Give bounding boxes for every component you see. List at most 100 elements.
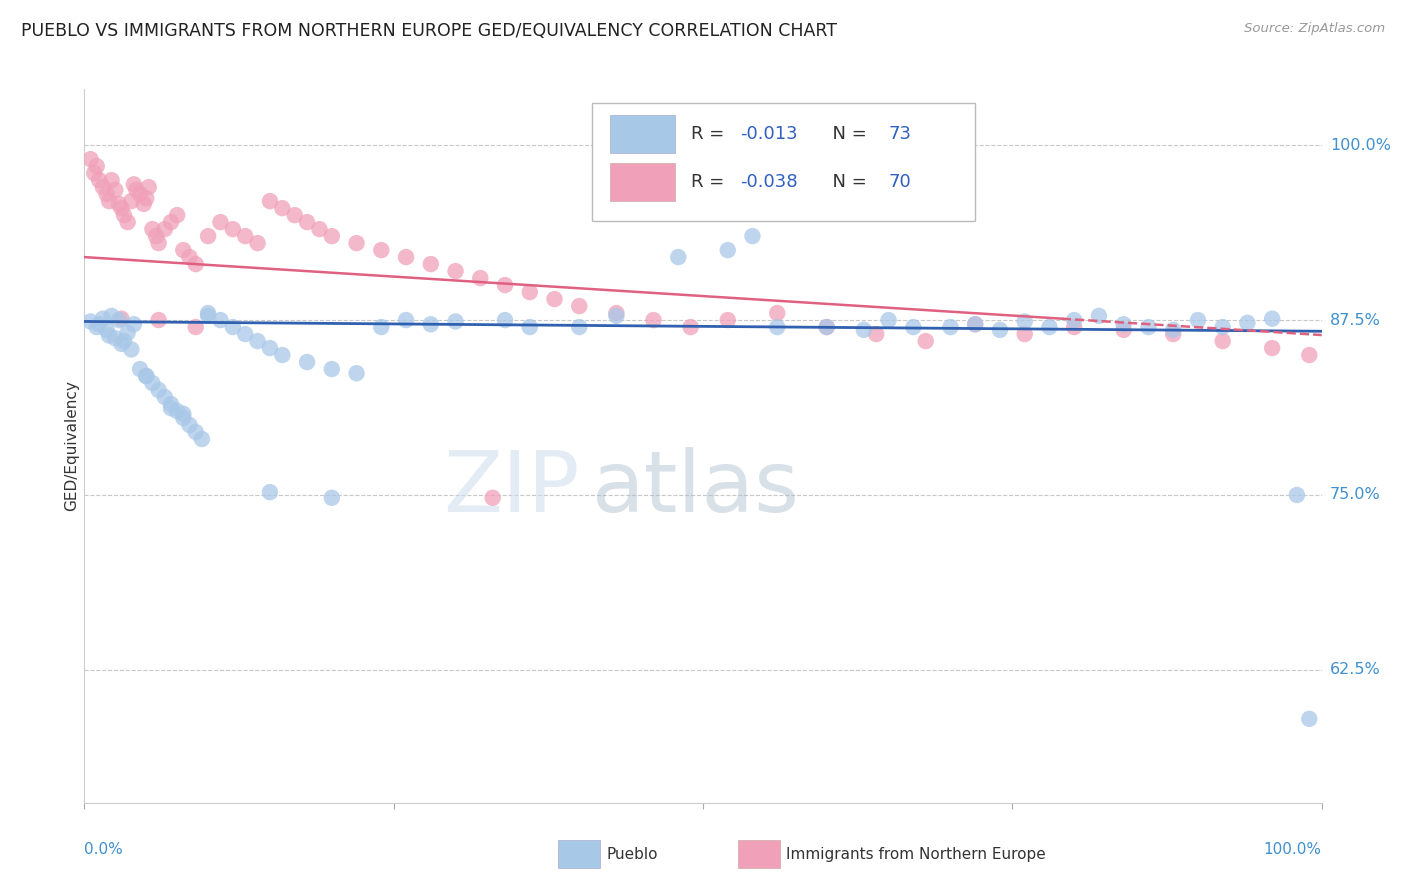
Point — [160, 215, 183, 229]
Point — [543, 292, 565, 306]
Point — [1161, 323, 1184, 337]
Point — [308, 222, 330, 236]
Point — [145, 229, 167, 244]
Point — [939, 320, 962, 334]
Text: Source: ZipAtlas.com: Source: ZipAtlas.com — [1244, 22, 1385, 36]
Point — [321, 491, 343, 505]
Text: 73: 73 — [889, 125, 911, 143]
Point — [246, 334, 269, 348]
Point — [259, 194, 281, 208]
Point — [79, 314, 101, 328]
Point — [138, 180, 160, 194]
Point — [148, 383, 170, 397]
Text: atlas: atlas — [592, 447, 800, 531]
Point — [1112, 318, 1135, 332]
Point — [246, 236, 269, 251]
Point — [1014, 327, 1036, 342]
Point — [135, 191, 157, 205]
Point — [444, 264, 467, 278]
Point — [197, 306, 219, 320]
FancyBboxPatch shape — [558, 840, 600, 869]
Text: -0.038: -0.038 — [740, 173, 797, 191]
Point — [815, 320, 838, 334]
Point — [1298, 712, 1320, 726]
Text: N =: N = — [821, 173, 872, 191]
Point — [89, 318, 111, 332]
Point — [91, 180, 114, 194]
Point — [184, 320, 207, 334]
Point — [120, 343, 142, 357]
Point — [988, 323, 1011, 337]
Text: PUEBLO VS IMMIGRANTS FROM NORTHERN EUROPE GED/EQUIVALENCY CORRELATION CHART: PUEBLO VS IMMIGRANTS FROM NORTHERN EUROP… — [21, 22, 837, 40]
Point — [815, 320, 838, 334]
FancyBboxPatch shape — [610, 162, 675, 202]
Point — [643, 313, 665, 327]
Text: R =: R = — [690, 173, 730, 191]
Point — [117, 215, 139, 229]
Point — [148, 236, 170, 251]
Point — [666, 250, 689, 264]
Point — [197, 309, 219, 323]
Point — [568, 299, 591, 313]
Text: 100.0%: 100.0% — [1264, 842, 1322, 856]
Point — [110, 201, 132, 215]
Point — [96, 323, 118, 337]
Point — [129, 362, 152, 376]
Point — [100, 309, 122, 323]
Point — [1298, 348, 1320, 362]
Point — [914, 334, 936, 348]
Point — [1261, 341, 1284, 355]
Point — [148, 313, 170, 327]
Point — [679, 320, 702, 334]
Point — [98, 194, 121, 208]
Text: R =: R = — [690, 125, 730, 143]
Point — [153, 222, 176, 236]
Point — [470, 271, 492, 285]
Point — [172, 243, 194, 257]
FancyBboxPatch shape — [610, 115, 675, 153]
Point — [605, 306, 627, 320]
Point — [160, 397, 183, 411]
Point — [132, 197, 155, 211]
Point — [271, 348, 294, 362]
Point — [741, 229, 763, 244]
Text: 100.0%: 100.0% — [1330, 137, 1391, 153]
Point — [197, 229, 219, 244]
Point — [153, 390, 176, 404]
Point — [1063, 320, 1085, 334]
Point — [965, 318, 987, 332]
FancyBboxPatch shape — [592, 103, 976, 221]
Point — [346, 236, 368, 251]
Point — [444, 314, 467, 328]
Point — [98, 328, 121, 343]
Point — [271, 201, 294, 215]
Point — [112, 334, 135, 348]
Point — [519, 285, 541, 299]
Point — [1187, 313, 1209, 327]
Point — [1137, 320, 1160, 334]
Point — [766, 320, 789, 334]
Point — [104, 331, 127, 345]
Point — [370, 243, 392, 257]
Point — [494, 278, 516, 293]
Point — [79, 152, 101, 166]
Point — [717, 313, 740, 327]
Point — [717, 243, 740, 257]
Text: 62.5%: 62.5% — [1330, 663, 1381, 677]
Point — [166, 208, 188, 222]
Point — [1088, 309, 1111, 323]
Point — [141, 376, 163, 390]
Point — [96, 187, 118, 202]
Point — [108, 313, 131, 327]
Point — [110, 311, 132, 326]
Point — [184, 425, 207, 439]
Text: -0.013: -0.013 — [740, 125, 797, 143]
Point — [86, 159, 108, 173]
Point — [1285, 488, 1308, 502]
Point — [295, 355, 318, 369]
Point — [141, 222, 163, 236]
Point — [184, 257, 207, 271]
Point — [852, 323, 875, 337]
Point — [83, 166, 105, 180]
Point — [481, 491, 503, 505]
